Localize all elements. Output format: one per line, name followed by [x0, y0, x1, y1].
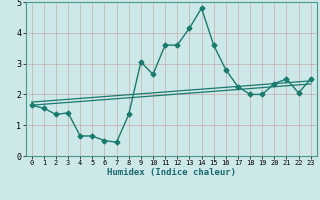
X-axis label: Humidex (Indice chaleur): Humidex (Indice chaleur): [107, 168, 236, 177]
